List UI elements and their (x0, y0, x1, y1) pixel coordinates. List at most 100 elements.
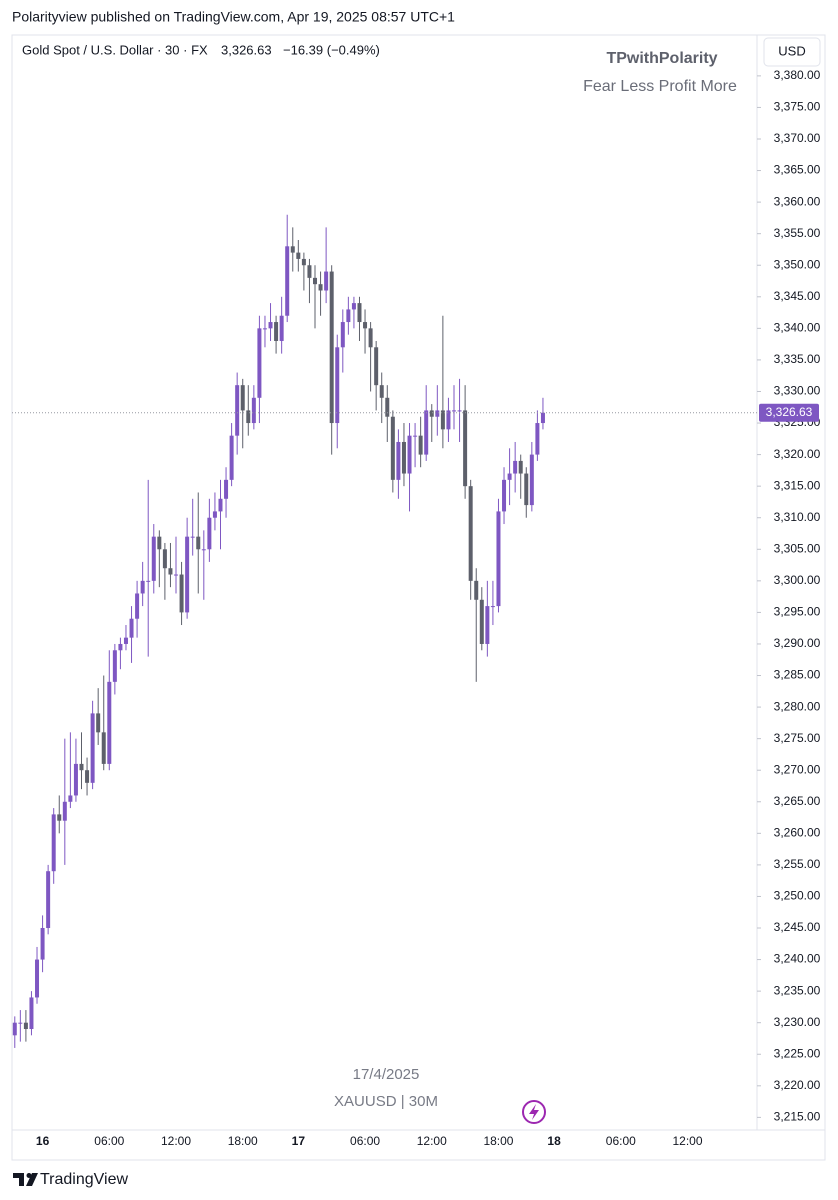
candle-body (446, 410, 451, 430)
x-tick-label: 06:00 (350, 1134, 380, 1148)
candle-body (51, 814, 56, 872)
candle-body (140, 580, 145, 594)
candle-body (451, 410, 456, 412)
candle-body (496, 511, 501, 607)
candle-body (374, 347, 379, 386)
candle-body (96, 713, 101, 733)
x-tick-label: 18:00 (483, 1134, 513, 1148)
candle-body (307, 265, 312, 278)
candle-body (396, 441, 401, 480)
candle-body (185, 536, 190, 613)
candle-body (335, 347, 340, 424)
candle-body (363, 322, 368, 329)
y-tick-label: 3,220.00 (774, 1078, 821, 1092)
candle-body (146, 580, 151, 582)
candle-body (29, 997, 34, 1030)
y-tick-label: 3,280.00 (774, 699, 821, 713)
candle-body (196, 536, 201, 550)
candle-body (479, 599, 484, 644)
candle-body (529, 454, 534, 506)
candle-body (318, 284, 323, 291)
candle-body (290, 246, 295, 253)
candle-body (235, 385, 240, 436)
candle-body (179, 574, 184, 613)
candle-body (123, 637, 128, 644)
watermark-date: 17/4/2025 (353, 1066, 420, 1083)
candle-body (90, 713, 95, 783)
candle-body (440, 410, 445, 430)
candle-body (262, 328, 267, 330)
y-tick-label: 3,260.00 (774, 826, 821, 840)
watermark-title: TPwithPolarity (606, 50, 717, 67)
candle-body (324, 271, 329, 291)
x-tick-label: 16 (36, 1134, 50, 1148)
y-tick-label: 3,235.00 (774, 983, 821, 997)
legend-change: −16.39 (−0.49%) (283, 42, 380, 57)
candle-body (240, 385, 245, 411)
x-tick-label: 12:00 (672, 1134, 702, 1148)
y-tick-label: 3,330.00 (774, 384, 821, 398)
currency-label[interactable]: USD (778, 43, 805, 58)
y-tick-label: 3,300.00 (774, 573, 821, 587)
y-tick-label: 3,265.00 (774, 794, 821, 808)
y-tick-label: 3,270.00 (774, 762, 821, 776)
y-tick-label: 3,340.00 (774, 321, 821, 335)
candle-body (85, 770, 90, 783)
candle-body (279, 315, 284, 341)
replay-icon[interactable] (522, 1100, 546, 1124)
y-tick-label: 3,230.00 (774, 1015, 821, 1029)
y-tick-label: 3,360.00 (774, 194, 821, 208)
published-note: Polarityview published on TradingView.co… (12, 9, 455, 25)
chart-frame (11, 34, 826, 1161)
watermark-subtitle: Fear Less Profit More (583, 78, 737, 95)
x-tick-label: 12:00 (417, 1134, 447, 1148)
y-tick-label: 3,320.00 (774, 447, 821, 461)
candle-body (162, 549, 167, 569)
candle-body (268, 322, 273, 329)
candle-body (18, 1022, 23, 1024)
candle-body (524, 473, 529, 506)
candle-body (246, 410, 251, 424)
candle-body (40, 928, 45, 960)
candle-body (429, 410, 434, 417)
x-tick-label: 18:00 (228, 1134, 258, 1148)
candle-body (251, 397, 256, 424)
x-tick-label: 06:00 (606, 1134, 636, 1148)
candle-body (174, 574, 179, 576)
candle-body (540, 412, 545, 424)
candle-body (285, 246, 290, 316)
candle-body (513, 460, 518, 474)
candle-body (118, 643, 123, 651)
candle-body (73, 763, 78, 796)
y-tick-label: 3,305.00 (774, 541, 821, 555)
tradingview-logo (13, 1173, 38, 1186)
candle-body (418, 435, 423, 455)
candle-body (401, 441, 406, 474)
candle-body (212, 511, 217, 518)
candle-body (257, 328, 262, 398)
y-tick-label: 3,275.00 (774, 731, 821, 745)
y-tick-label: 3,290.00 (774, 636, 821, 650)
candle-body (68, 795, 73, 802)
candle-body (101, 732, 106, 764)
candle-body (468, 486, 473, 581)
candle-body (485, 606, 490, 644)
candle-body (535, 423, 540, 455)
y-tick-label: 3,215.00 (774, 1110, 821, 1124)
candle-body (351, 303, 356, 310)
watermark-ticker: XAUUSD | 30M (334, 1093, 438, 1110)
currency-button[interactable] (763, 37, 821, 67)
candle-body (357, 303, 362, 323)
y-tick-label: 3,370.00 (774, 131, 821, 145)
candle-body (507, 473, 512, 480)
candles (12, 214, 545, 1048)
candle-body (218, 498, 223, 512)
y-tick-label: 3,285.00 (774, 668, 821, 682)
candle-body (107, 681, 112, 764)
y-tick-label: 3,310.00 (774, 510, 821, 524)
last-price-badge (759, 403, 819, 422)
candle-body (502, 479, 507, 512)
candle-body (385, 397, 390, 417)
